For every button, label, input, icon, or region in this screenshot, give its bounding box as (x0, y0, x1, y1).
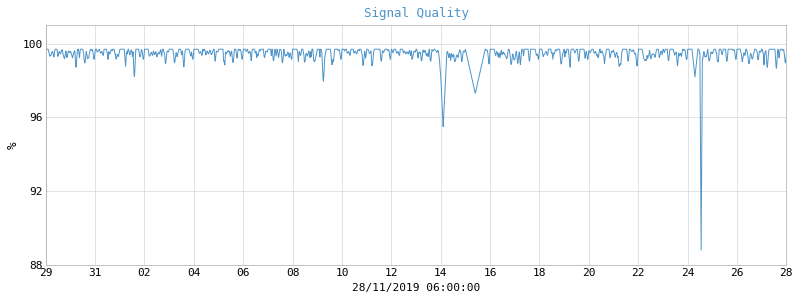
Title: Signal Quality: Signal Quality (363, 7, 469, 20)
X-axis label: 28/11/2019 06:00:00: 28/11/2019 06:00:00 (352, 283, 480, 293)
Y-axis label: %: % (7, 141, 20, 149)
